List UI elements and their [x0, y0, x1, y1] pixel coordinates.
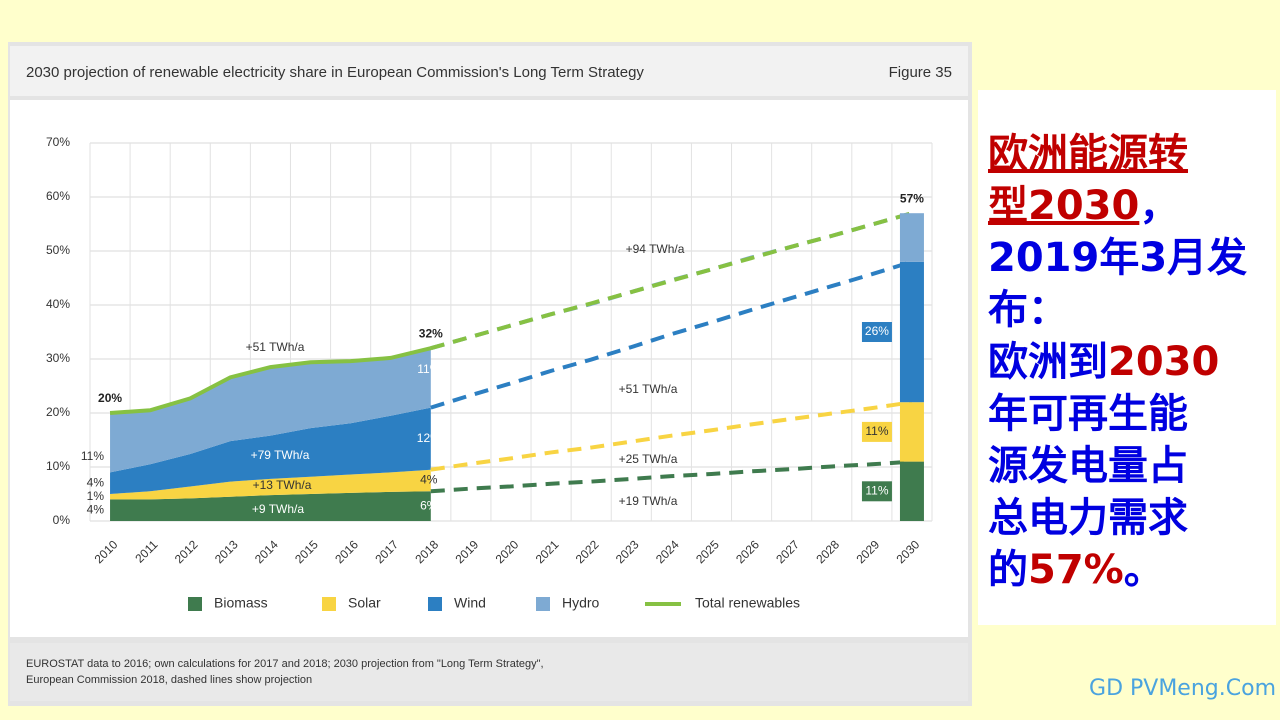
- value-label: 1%: [87, 489, 105, 503]
- bar: [899, 461, 924, 521]
- value-label: 12%: [417, 431, 441, 445]
- y-tick-label: 20%: [46, 405, 70, 419]
- header-band: [10, 46, 968, 96]
- side-line: 源发电量占: [988, 440, 1276, 492]
- value-label: 26%: [865, 324, 889, 338]
- value-label: 4%: [420, 473, 438, 487]
- label-box: [861, 421, 892, 442]
- side-text-segment: 布：: [988, 287, 1068, 333]
- side-text: 欧洲能源转 型2030， 2019年3月发 布： 欧洲到2030 年可再生能 源发电量占 总电…: [978, 90, 1276, 625]
- y-tick-label: 70%: [46, 135, 70, 149]
- projection-line: [430, 259, 913, 410]
- side-text-segment: 源发电量占: [988, 443, 1188, 489]
- legend-label: Total renewables: [695, 595, 800, 611]
- annotation: +19 TWh/a: [619, 494, 678, 508]
- legend-swatch: [536, 597, 550, 611]
- legend-label: Wind: [454, 595, 486, 611]
- value-label: 11%: [417, 362, 440, 376]
- total-line: [109, 346, 432, 415]
- value-label: 32%: [419, 326, 443, 340]
- side-text-segment: 年可再生能: [988, 391, 1188, 437]
- annotation: +25 TWh/a: [619, 452, 678, 466]
- value-label: 11%: [865, 424, 888, 438]
- bar: [899, 213, 924, 262]
- annotation: +79 TWh/a: [251, 448, 310, 462]
- side-text-segment: 的: [988, 547, 1028, 593]
- side-text-segment: 总电力需求: [988, 495, 1188, 541]
- side-text-segment: 欧洲能源转: [988, 131, 1188, 177]
- side-text-segment: ，: [1139, 183, 1180, 229]
- side-line: 欧洲到2030: [988, 336, 1276, 388]
- side-text-segment: 型2030: [988, 183, 1140, 229]
- legend-swatch: [322, 597, 336, 611]
- y-tick-label: 10%: [46, 459, 70, 473]
- side-text-segment: 欧洲到: [988, 339, 1108, 385]
- plot-panel: [10, 100, 968, 637]
- value-label: 6%: [420, 498, 438, 512]
- figure-label: Figure 35: [889, 64, 952, 81]
- value-label: 4%: [87, 502, 105, 516]
- side-line: 年可再生能: [988, 388, 1276, 440]
- legend-swatch: [188, 597, 202, 611]
- y-tick-label: 30%: [46, 351, 70, 365]
- annotation: +51 TWh/a: [246, 340, 305, 354]
- annotation: +94 TWh/a: [626, 242, 685, 256]
- projection-line: [430, 400, 913, 472]
- value-label: 4%: [87, 475, 105, 489]
- area: [110, 348, 431, 473]
- projection-line: [430, 211, 913, 351]
- area: [110, 491, 431, 521]
- value-label: 57%: [900, 191, 924, 205]
- label-box: [861, 322, 892, 342]
- side-line: 的57%。: [988, 544, 1276, 596]
- projection-line: [430, 459, 913, 494]
- area: [110, 469, 431, 500]
- footer-band: [10, 643, 968, 701]
- side-line: 2019年3月发: [988, 232, 1276, 284]
- annotation: +51 TWh/a: [619, 382, 678, 396]
- bar: [899, 402, 924, 462]
- value-label: 11%: [865, 483, 888, 497]
- note: European Commission 2018, dashed lines s…: [26, 674, 312, 686]
- legend-label: Solar: [348, 595, 381, 611]
- note: EUROSTAT data to 2016; own calculations …: [26, 658, 544, 670]
- legend-swatch: [428, 597, 442, 611]
- y-tick-label: 60%: [46, 189, 70, 203]
- chart: 2030 projection of renewable electricity…: [8, 42, 972, 706]
- value-label: 11%: [81, 449, 104, 463]
- value-label: 20%: [98, 391, 122, 405]
- side-line: 型2030，: [988, 180, 1276, 232]
- annotation: +9 TWh/a: [252, 502, 304, 516]
- side-line: 布：: [988, 284, 1276, 336]
- watermark: GD PVMeng.Com: [1089, 676, 1276, 701]
- side-text-segment: 2019年3月发: [988, 235, 1248, 281]
- bar: [899, 261, 924, 403]
- side-line: 欧洲能源转: [988, 128, 1276, 180]
- legend-label: Hydro: [562, 595, 600, 611]
- y-tick-label: 50%: [46, 243, 70, 257]
- side-text-segment: 2030: [1108, 339, 1220, 385]
- y-tick-label: 0%: [53, 513, 71, 527]
- y-tick-label: 40%: [46, 297, 70, 311]
- area: [110, 407, 431, 494]
- side-text-segment: 57%: [1028, 547, 1124, 593]
- label-box: [861, 481, 892, 502]
- side-line: 总电力需求: [988, 492, 1276, 544]
- legend-label: Biomass: [214, 595, 268, 611]
- side-text-segment: 。: [1123, 547, 1164, 593]
- annotation: +13 TWh/a: [253, 478, 312, 492]
- chart-title: 2030 projection of renewable electricity…: [26, 64, 644, 81]
